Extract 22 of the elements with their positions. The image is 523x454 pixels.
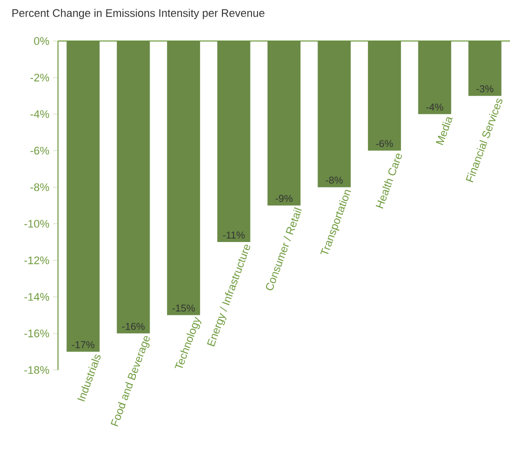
x-tick-label: Health Care: [376, 154, 402, 209]
data-label: -3%: [476, 85, 494, 92]
data-label: -6%: [376, 140, 393, 148]
chart-title: Percent Change in Emissions Intensity per Revenue: [12, 8, 264, 20]
y-tick-label: -6%: [30, 146, 50, 155]
data-label: -4%: [426, 104, 444, 111]
data-label: -16%: [122, 322, 145, 330]
data-label: -9%: [276, 194, 293, 202]
y-tick-label: -16%: [24, 330, 50, 338]
data-label: -15%: [172, 304, 195, 312]
y-tick-label: -10%: [24, 220, 50, 228]
data-label: -8%: [326, 176, 343, 184]
y-tick-label: -18%: [24, 366, 50, 374]
y-tick-label: -14%: [24, 293, 50, 301]
data-label: -17%: [72, 341, 94, 348]
y-tick-label: -2%: [30, 74, 50, 82]
data-label: -11%: [222, 232, 245, 239]
y-tick-label: -4%: [30, 110, 50, 118]
y-tick-label: -12%: [24, 256, 50, 264]
x-tick-label: Media: [436, 117, 453, 146]
y-tick-label: 0%: [34, 37, 50, 45]
y-tick-label: -8%: [30, 183, 50, 192]
